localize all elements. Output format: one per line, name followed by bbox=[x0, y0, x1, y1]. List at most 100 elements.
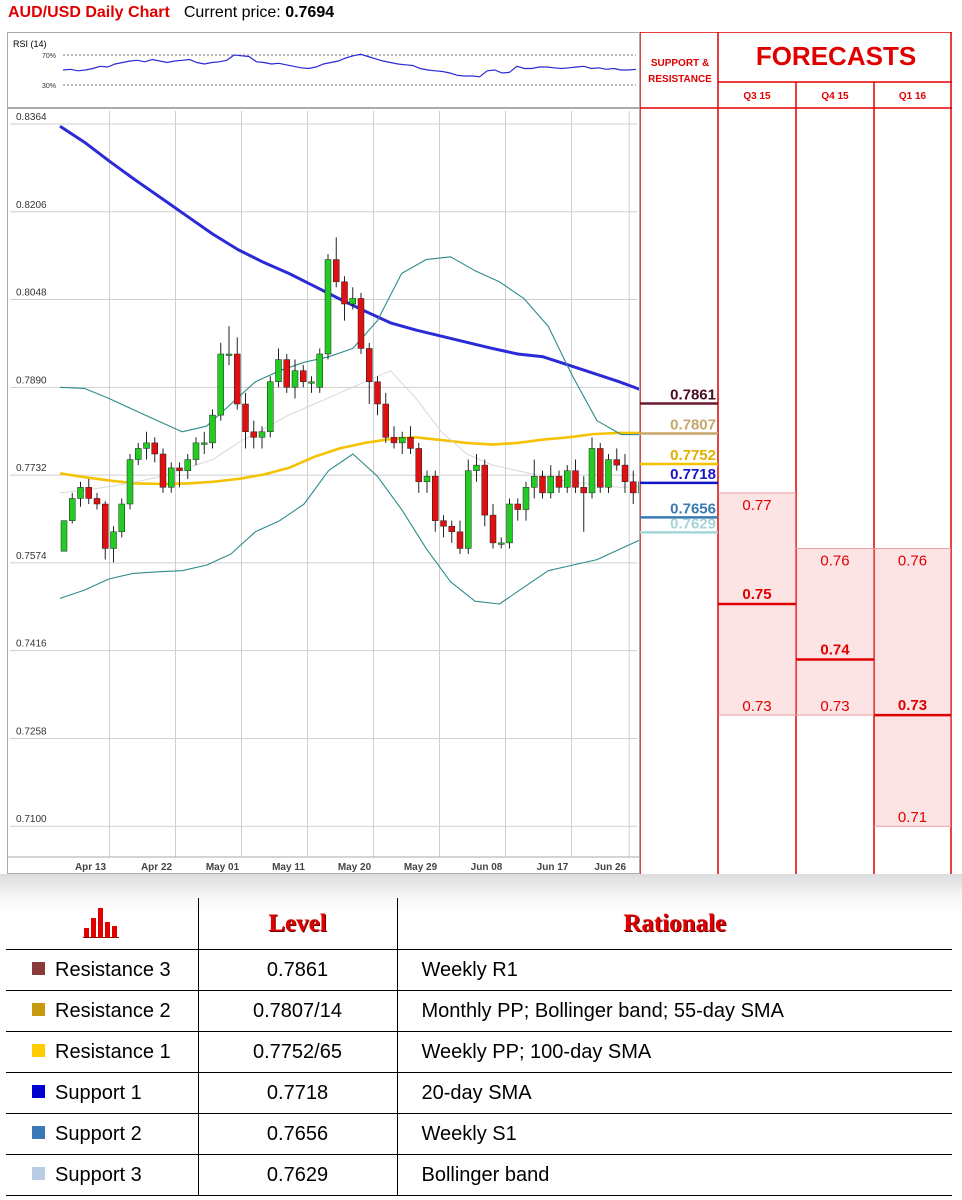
series-line-bb_lower bbox=[59, 453, 671, 605]
candle bbox=[300, 365, 307, 388]
candle bbox=[456, 520, 464, 554]
color-swatch-icon bbox=[32, 1043, 45, 1057]
forecast-panel: SUPPORT & RESISTANCE FORECASTS Q3 15 0.77… bbox=[639, 31, 952, 874]
x-tick-label: Jun 26 bbox=[594, 862, 626, 873]
candle bbox=[201, 431, 208, 454]
x-tick-label: May 29 bbox=[404, 862, 438, 873]
candle bbox=[390, 426, 398, 449]
candle-body-down bbox=[250, 431, 257, 438]
row-level: 0.7718 bbox=[197, 1072, 398, 1114]
candle bbox=[555, 470, 563, 493]
candle bbox=[638, 459, 645, 499]
candle bbox=[159, 448, 167, 493]
candle-body-up bbox=[126, 459, 134, 505]
levels-table-header: Level Rationale bbox=[6, 898, 952, 950]
candle bbox=[341, 276, 348, 321]
current-price-value: 0.7694 bbox=[285, 4, 335, 21]
candle bbox=[143, 431, 150, 460]
rsi-chart: RSI (14) 70% 30% bbox=[13, 39, 637, 90]
forecast-low-value: 0.73 bbox=[742, 698, 771, 715]
candle bbox=[489, 504, 497, 549]
price-level: 0.7861 bbox=[640, 386, 718, 405]
candle bbox=[473, 454, 480, 482]
forecast-mid-value: 0.74 bbox=[820, 642, 850, 659]
y-tick-label: 0.7416 bbox=[16, 639, 47, 650]
current-price-label: Current price: bbox=[183, 4, 281, 21]
row-level: 0.7861 bbox=[197, 949, 398, 991]
y-tick-label: 0.7574 bbox=[16, 551, 47, 562]
candle-body-up bbox=[110, 531, 117, 549]
candle-body-down bbox=[341, 281, 348, 305]
candle-body-up bbox=[275, 359, 282, 383]
rsi-line bbox=[62, 53, 637, 78]
price-level: 0.7629 bbox=[640, 515, 718, 534]
row-name: Support 2 bbox=[55, 1122, 142, 1145]
candle bbox=[85, 479, 92, 504]
candle bbox=[539, 470, 546, 499]
candle-body-down bbox=[242, 403, 249, 433]
candle-body-down bbox=[514, 503, 521, 510]
candle bbox=[333, 237, 340, 288]
candle-body-down bbox=[456, 531, 464, 549]
level-header-cell: Level bbox=[197, 898, 398, 950]
candle-body-up bbox=[60, 520, 68, 552]
price-level-label: 0.7629 bbox=[670, 515, 716, 532]
candle-body-up bbox=[316, 353, 323, 388]
candle-body-up bbox=[547, 475, 554, 494]
candle-body-down bbox=[597, 448, 604, 488]
price-chart: 0.8364 0.8206 0.8048 0.7890 0.7732 0.7574 0.74… bbox=[8, 111, 671, 873]
candle-body-down bbox=[357, 298, 365, 349]
price-level-label: 0.7718 bbox=[670, 466, 716, 483]
x-tick-label: May 01 bbox=[206, 862, 240, 873]
candle-body-down bbox=[539, 475, 546, 494]
candle bbox=[316, 348, 323, 393]
sr-header: SUPPORT & RESISTANCE bbox=[648, 58, 712, 85]
candle-body-down bbox=[415, 448, 422, 483]
candle-body-up bbox=[531, 475, 538, 488]
candle bbox=[498, 537, 505, 549]
candle-body-up bbox=[498, 542, 505, 545]
candle-body-down bbox=[555, 475, 563, 488]
forecast-mid-value: 0.75 bbox=[742, 586, 771, 603]
candle-body-up bbox=[638, 481, 645, 494]
row-name: Support 1 bbox=[55, 1081, 142, 1104]
candle-body-down bbox=[580, 487, 587, 494]
candle bbox=[630, 470, 637, 504]
candle-body-down bbox=[234, 353, 241, 405]
candle bbox=[514, 498, 521, 521]
candle bbox=[423, 470, 431, 493]
levels-table: Level Rationale Resistance 3 0.7861 Week… bbox=[6, 898, 952, 1196]
price-level-label: 0.7752 bbox=[670, 447, 716, 464]
table-row: Support 3 0.7629 Bollinger band bbox=[6, 1154, 952, 1196]
forecast-column: Q1 16 0.76 0.73 0.71 bbox=[874, 91, 951, 827]
table-row: Resistance 3 0.7861 Weekly R1 bbox=[6, 949, 952, 991]
candle-body-up bbox=[423, 475, 431, 483]
candle bbox=[432, 470, 439, 532]
x-tick-label: Apr 22 bbox=[141, 862, 173, 873]
row-level: 0.7629 bbox=[197, 1154, 398, 1196]
candle-body-up bbox=[308, 381, 315, 384]
x-tick-label: May 11 bbox=[272, 862, 305, 873]
forecast-column-label: Q1 16 bbox=[899, 91, 927, 102]
candle-body-down bbox=[572, 470, 579, 488]
candle-body-down bbox=[85, 487, 92, 499]
forecast-range-band bbox=[875, 548, 951, 827]
candle bbox=[572, 459, 579, 493]
candle bbox=[366, 342, 373, 404]
candle-body-up bbox=[135, 448, 142, 460]
y-tick-label: 0.7100 bbox=[16, 814, 47, 825]
y-tick-label: 0.7258 bbox=[16, 726, 47, 737]
candle-body-up bbox=[588, 448, 596, 494]
price-level: 0.7656 bbox=[640, 500, 718, 519]
forecast-range-band bbox=[797, 548, 874, 716]
price-level: 0.7752 bbox=[640, 447, 718, 466]
price-level-label: 0.7656 bbox=[670, 500, 716, 517]
candle-body-down bbox=[333, 259, 340, 283]
candle bbox=[126, 454, 134, 510]
candle-body-down bbox=[440, 520, 447, 527]
price-level: 0.7718 bbox=[640, 466, 718, 485]
candle-body-down bbox=[176, 467, 183, 471]
candle-body-up bbox=[506, 503, 513, 544]
candle bbox=[242, 392, 249, 449]
row-name: Resistance 1 bbox=[55, 1040, 171, 1063]
